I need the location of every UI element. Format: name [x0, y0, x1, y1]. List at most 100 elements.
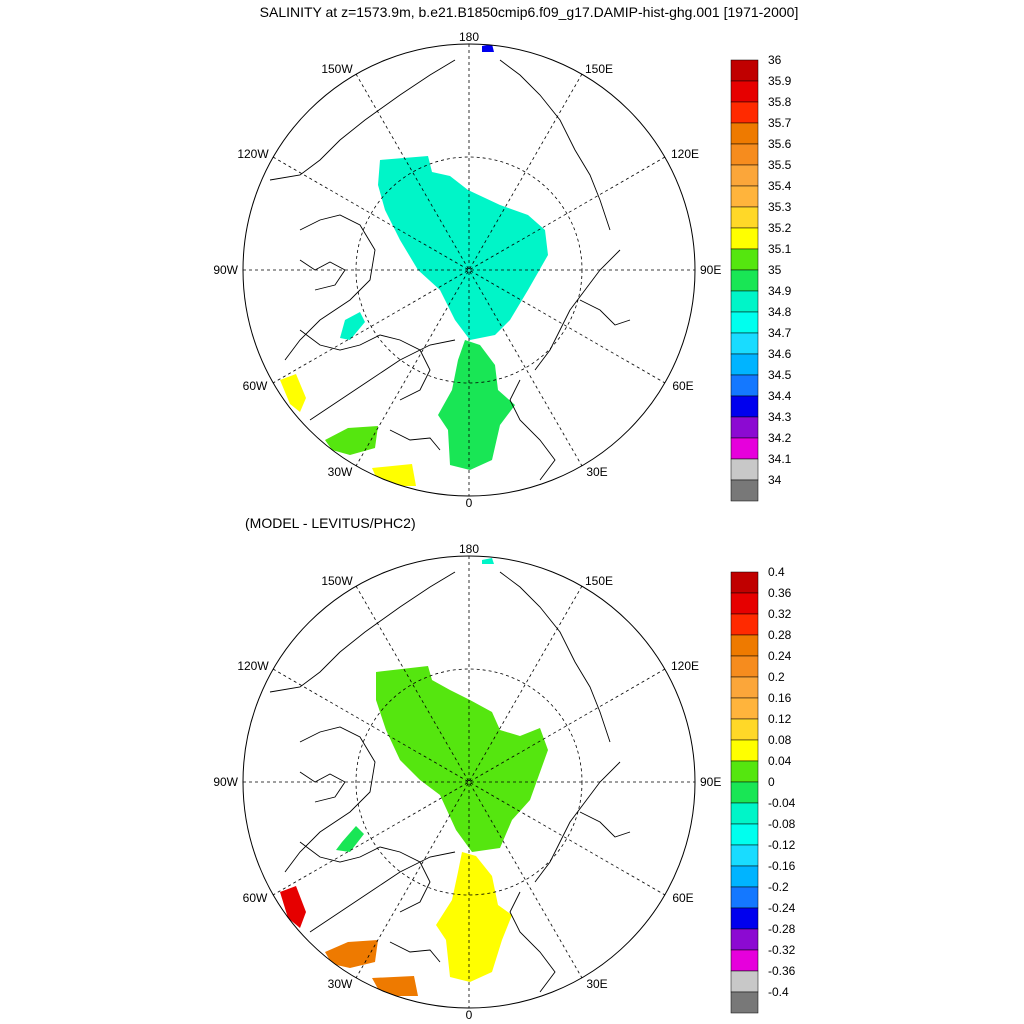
colorbar-bottom-swatch	[730, 781, 759, 804]
field-nordic-seas-diff	[436, 852, 512, 982]
colorbar-bottom-label: -0.12	[768, 838, 796, 852]
colorbar-bottom-label: 0.4	[768, 565, 785, 579]
colorbar-bottom-swatch	[730, 676, 759, 699]
lon-label-120w: 120W	[237, 147, 269, 161]
field-baffin-bay-diff	[336, 826, 364, 852]
colorbar-top-swatch	[730, 122, 759, 145]
colorbar-top-label: 34.4	[768, 389, 792, 403]
colorbar-top-swatch	[730, 311, 759, 334]
lon-label-30w-diff: 30W	[328, 977, 353, 991]
colorbar-top-swatch	[730, 269, 759, 292]
colorbar-bottom-swatch	[730, 802, 759, 825]
colorbar-bottom-swatch	[730, 865, 759, 888]
colorbar-bottom-swatch	[730, 634, 759, 657]
lon-label-180: 180	[459, 30, 479, 44]
colorbar-top-label: 36	[768, 53, 782, 67]
colorbar-top-swatch	[730, 185, 759, 208]
colorbar-bottom-swatch	[730, 697, 759, 720]
lon-label-30e-diff: 30E	[586, 977, 607, 991]
colorbar-top-swatch	[730, 458, 759, 481]
top-map	[243, 44, 695, 496]
colorbar-top-label: 35.9	[768, 74, 792, 88]
top-map-border	[242, 43, 696, 497]
colorbar-bottom-label: -0.08	[768, 817, 796, 831]
field-central-arctic-diff	[376, 666, 548, 852]
diff-title: (MODEL - LEVITUS/PHC2)	[245, 515, 416, 531]
colorbar-bottom-swatch	[730, 949, 759, 972]
colorbar-bottom-label: -0.24	[768, 901, 796, 915]
colorbar-bottom-label: 0.16	[768, 691, 792, 705]
colorbar-bottom-label: -0.28	[768, 922, 796, 936]
lon-label-120e: 120E	[671, 147, 699, 161]
colorbar-bottom-swatch	[730, 592, 759, 615]
colorbar-top-swatch	[730, 164, 759, 187]
colorbar-bottom-label: -0.16	[768, 859, 796, 873]
lon-label-120w-diff: 120W	[237, 659, 269, 673]
colorbar-top-label: 34.9	[768, 284, 792, 298]
field-bering-strait	[482, 44, 494, 52]
colorbar-bottom-swatch	[730, 991, 759, 1014]
colorbar-bottom-swatch	[730, 571, 759, 594]
colorbar-bottom-swatch	[730, 739, 759, 762]
bottom-map-border	[242, 555, 696, 1009]
colorbar-top-swatch	[730, 416, 759, 439]
lon-label-150e: 150E	[585, 62, 613, 76]
colorbar-top-label: 35.4	[768, 179, 792, 193]
colorbar-bottom-label: -0.32	[768, 943, 796, 957]
colorbar-top-label: 34.3	[768, 410, 792, 424]
field-bering-strait-diff	[482, 558, 494, 564]
colorbar-bottom-label: -0.2	[768, 880, 789, 894]
lon-label-150e-diff: 150E	[585, 574, 613, 588]
colorbar-bottom-label: 0	[768, 775, 775, 789]
colorbar-bottom-label: 0.04	[768, 754, 792, 768]
lon-label-90w-diff: 90W	[213, 775, 238, 789]
colorbar-bottom-swatch	[730, 844, 759, 867]
colorbar-top-swatch	[730, 479, 759, 502]
colorbar-bottom-label: 0.08	[768, 733, 792, 747]
colorbar-top-label: 35.5	[768, 158, 792, 172]
top-lon-labels: 180 0 90W 90E 150W 150E 120W 120E 60W 60…	[213, 30, 721, 510]
colorbar-bottom-swatch	[730, 613, 759, 636]
field-north-atlantic-west	[325, 426, 378, 455]
bottom-map	[243, 556, 695, 1008]
colorbar-top-label: 35.6	[768, 137, 792, 151]
colorbar-bottom-label: 0.28	[768, 628, 792, 642]
colorbar-bottom-swatch	[730, 928, 759, 951]
lon-label-90e-diff: 90E	[700, 775, 721, 789]
lon-label-60e-diff: 60E	[672, 891, 693, 905]
colorbar-bottom-swatch	[730, 760, 759, 783]
colorbar-bottom-label: -0.4	[768, 985, 789, 999]
colorbar-top-swatch	[730, 80, 759, 103]
lon-label-120e-diff: 120E	[671, 659, 699, 673]
coastlines	[269, 59, 631, 481]
colorbar-top-label: 34.5	[768, 368, 792, 382]
colorbar-top-swatch	[730, 353, 759, 376]
colorbar-bottom: 0.4 0.36 0.32 0.28 0.24 0.2 0.16 0.12 0.08 0.04 0 -…	[730, 565, 796, 1014]
colorbar-top-label: 34.6	[768, 347, 792, 361]
colorbar-top-swatch	[730, 248, 759, 271]
colorbar-top-swatch	[730, 101, 759, 124]
colorbar-bottom-label: 0.24	[768, 649, 792, 663]
field-north-atlantic-west-diff	[325, 940, 378, 968]
field-labrador-sea-diff	[280, 886, 306, 928]
colorbar-top-label: 35.8	[768, 95, 792, 109]
colorbar-top-swatch	[730, 206, 759, 229]
lat-lon-grid-diff	[243, 556, 695, 1008]
colorbar-top-swatch	[730, 437, 759, 460]
colorbar-bottom-label: 0.36	[768, 586, 792, 600]
colorbar-bottom-label: 0.32	[768, 607, 792, 621]
colorbar-top-label: 35.2	[768, 221, 792, 235]
colorbar-top: 36 35.9 35.8 35.7 35.6 35.5 35.4 35.3 35.2 35.1 35…	[730, 53, 792, 502]
lat-lon-grid	[243, 44, 695, 496]
colorbar-bottom-swatch	[730, 886, 759, 909]
lon-label-60w: 60W	[243, 379, 268, 393]
field-north-atlantic-east-diff	[372, 976, 418, 996]
field-nordic-seas	[438, 340, 515, 470]
colorbar-top-label: 35.1	[768, 242, 792, 256]
colorbar-top-label: 34.7	[768, 326, 792, 340]
colorbar-bottom-swatch	[730, 718, 759, 741]
colorbar-bottom-swatch	[730, 907, 759, 930]
colorbar-bottom-label: 0.12	[768, 712, 792, 726]
lon-label-0: 0	[466, 496, 473, 510]
lon-label-60w-diff: 60W	[243, 891, 268, 905]
